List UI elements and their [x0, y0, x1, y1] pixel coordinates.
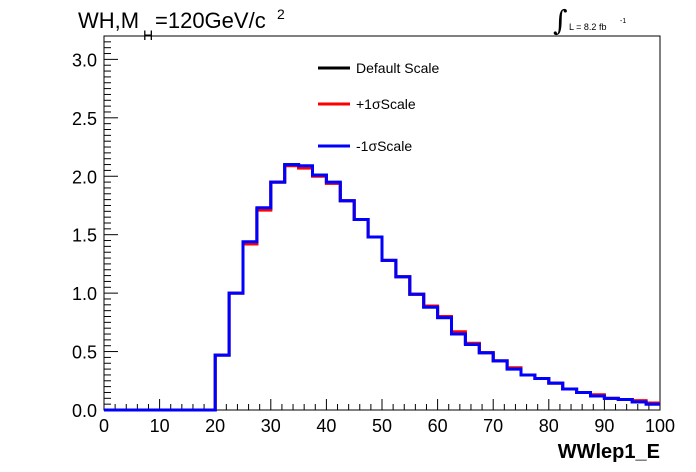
y-tick-label: 0.5 — [72, 343, 97, 363]
x-tick-label: 40 — [316, 416, 336, 436]
plot-title-superscript: 2 — [277, 6, 285, 22]
plot-title-mass: =120GeV/c — [155, 8, 266, 33]
x-tick-label: 90 — [594, 416, 614, 436]
legend-plus-1sigma: +1σScale — [318, 96, 416, 112]
x-axis-title: WWlep1_E — [558, 441, 660, 463]
legend-label: -1σScale — [356, 138, 412, 154]
legend: Default Scale +1σScale -1σScale — [318, 60, 439, 154]
x-tick-label: 0 — [99, 416, 109, 436]
x-tick-label: 100 — [645, 416, 675, 436]
legend-label: Default Scale — [356, 60, 439, 76]
legend-label: +1σScale — [356, 96, 416, 112]
x-tick-label: 20 — [205, 416, 225, 436]
plot-title-subscript: H — [143, 27, 154, 43]
integral-sign: ∫ — [553, 4, 568, 37]
plot-frame — [103, 35, 661, 411]
y-tick-label: 1.5 — [72, 226, 97, 246]
y-tick-label: 2.5 — [72, 109, 97, 129]
legend-minus-1sigma: -1σScale — [318, 138, 412, 154]
x-tick-label: 60 — [428, 416, 448, 436]
y-tick-label: 2.0 — [72, 167, 97, 187]
legend-default-scale: Default Scale — [318, 60, 439, 76]
x-tick-label: 80 — [539, 416, 559, 436]
x-tick-label: 50 — [372, 416, 392, 436]
x-tick-label: 70 — [483, 416, 503, 436]
series-minus-1sigma — [104, 163, 660, 412]
luminosity-label: L = 8.2 fb — [569, 22, 607, 32]
x-tick-label: 10 — [150, 416, 170, 436]
y-tick-label: 0.0 — [72, 401, 97, 421]
y-tick-label: 1.0 — [72, 284, 97, 304]
luminosity-superscript: -1 — [620, 18, 627, 25]
x-axis: 0 10 20 30 40 50 60 70 80 90 100 — [99, 399, 675, 436]
series-layer — [104, 163, 660, 412]
x-tick-label: 30 — [261, 416, 281, 436]
y-axis: 0.0 0.5 1.0 1.5 2.0 2.5 3.0 — [72, 35, 118, 421]
plot-title: WH,M — [78, 8, 140, 33]
y-tick-label: 3.0 — [72, 50, 97, 70]
